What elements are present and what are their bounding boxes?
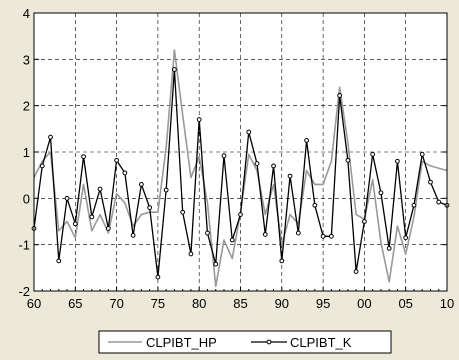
data-point [138, 182, 144, 187]
data-point [114, 157, 119, 163]
data-point [370, 151, 376, 157]
y-tick-label: 3 [23, 52, 30, 67]
data-point [419, 151, 425, 157]
data-point [362, 219, 367, 224]
x-tick-label: 75 [151, 296, 165, 311]
data-point [39, 163, 45, 169]
y-tick-label: 2 [23, 99, 30, 114]
x-tick-label: 60 [27, 296, 41, 311]
data-point [213, 261, 219, 267]
data-point [147, 205, 153, 211]
data-point [238, 212, 243, 217]
data-point [345, 157, 351, 163]
legend-label-clpibt-hp: CLPIBT_HP [146, 335, 217, 350]
data-point [205, 230, 210, 236]
data-point [436, 199, 442, 205]
x-tick-label: 80 [192, 296, 206, 311]
data-point [246, 129, 252, 135]
data-point [378, 190, 384, 196]
x-tick-label: 05 [398, 296, 412, 311]
data-point [122, 170, 128, 176]
data-point [254, 161, 260, 166]
data-point [81, 154, 86, 160]
data-point [89, 214, 95, 220]
data-point [271, 163, 276, 169]
data-point [320, 233, 326, 239]
data-point [48, 134, 53, 140]
y-tick-label: 1 [23, 145, 30, 160]
y-tick-label: 4 [23, 6, 30, 21]
data-point [188, 251, 194, 257]
data-point [105, 226, 111, 231]
data-point [163, 187, 169, 193]
data-point [229, 237, 235, 243]
data-point [130, 233, 136, 238]
legend-box [98, 330, 392, 354]
data-point [312, 202, 318, 208]
data-point [196, 117, 202, 122]
data-point [221, 153, 227, 159]
data-point [172, 67, 177, 72]
data-point [262, 232, 268, 237]
x-tick-label: 10 [440, 296, 454, 311]
y-tick-label: -2 [18, 284, 30, 299]
data-point [304, 138, 309, 143]
grid [34, 13, 447, 291]
data-point [428, 179, 433, 185]
x-tick-label: 65 [68, 296, 82, 311]
data-point [386, 245, 392, 251]
data-point [395, 158, 400, 164]
axis-ticks: 60 65 70 75 80 85 90 95 00 05 10 -2 -1 0 1 2 3 4 [18, 6, 454, 311]
x-tick-label: 70 [109, 296, 123, 311]
y-tick-label: 0 [23, 191, 30, 206]
data-point [337, 93, 343, 98]
data-point [64, 195, 70, 201]
data-point [279, 258, 285, 264]
data-point [155, 274, 161, 280]
legend-label-clpibt-k: CLPIBT_K [290, 335, 352, 350]
data-point [295, 230, 301, 236]
data-point [180, 209, 186, 215]
x-tick-label: 90 [275, 296, 289, 311]
data-point [411, 202, 417, 208]
data-point [403, 235, 409, 241]
x-tick-label: 00 [357, 296, 371, 311]
x-tick-label: 85 [233, 296, 247, 311]
data-point [97, 186, 103, 192]
data-point [353, 269, 359, 274]
x-tick-label: 95 [316, 296, 330, 311]
data-point [56, 258, 62, 264]
data-point [328, 233, 334, 239]
series-lines [31, 49, 450, 288]
legend-marker [266, 339, 272, 345]
y-tick-label: -1 [18, 238, 30, 253]
data-point [72, 221, 78, 227]
legend: CLPIBT_HP CLPIBT_K [98, 330, 392, 354]
data-point [287, 173, 293, 179]
